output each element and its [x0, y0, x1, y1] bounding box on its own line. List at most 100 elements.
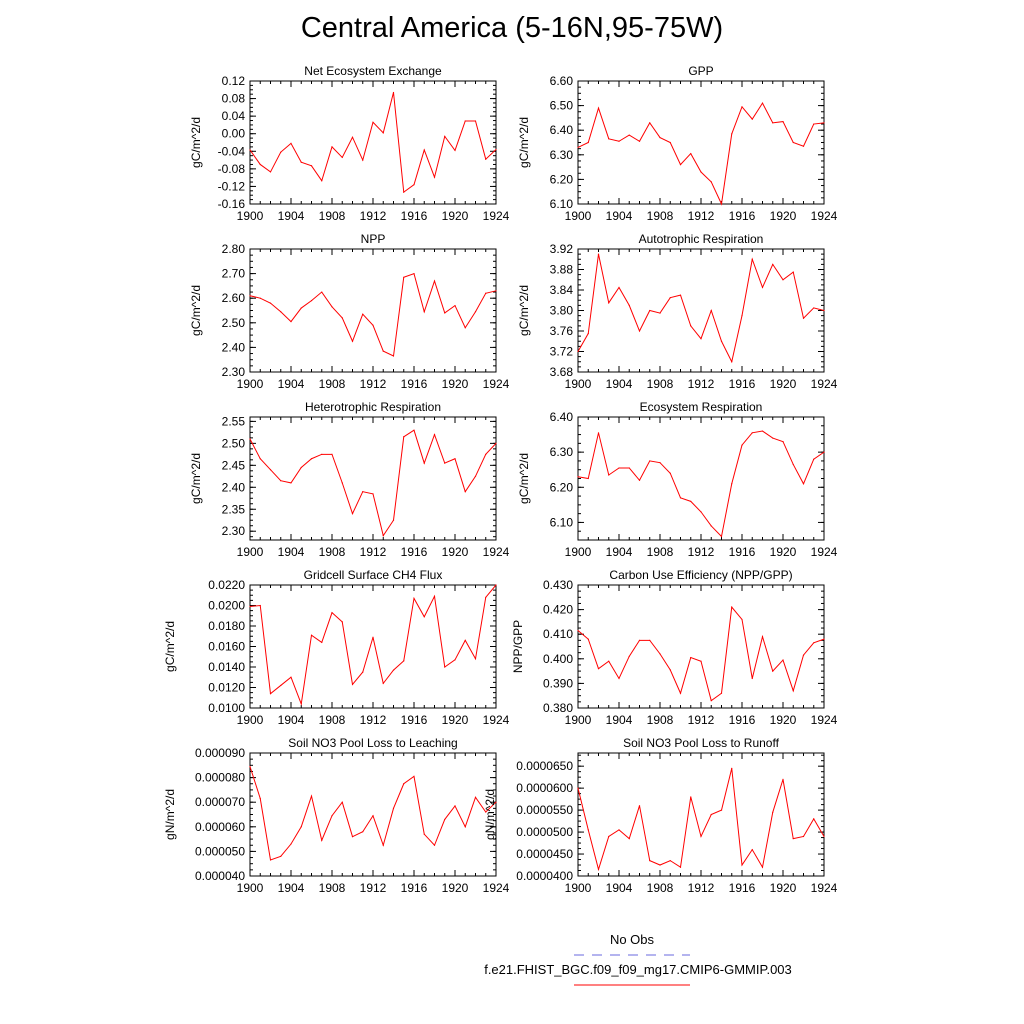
plot-frame	[577, 80, 825, 205]
data-point	[423, 311, 425, 313]
data-point	[710, 181, 712, 183]
data-point	[813, 307, 815, 309]
data-point	[474, 475, 477, 477]
x-tick-label: 1924	[483, 209, 510, 223]
data-point	[700, 171, 702, 173]
chart-panel-2: NPP gC/m^2/d 2.30 2.40 2.50 2.60 2.70 2.80 1900 1…	[189, 232, 510, 391]
data-point	[669, 472, 671, 474]
y-tick-label: 0.0000400	[516, 869, 573, 883]
data-point	[464, 826, 466, 828]
data-point	[782, 120, 784, 123]
data-point	[280, 151, 282, 153]
data-point	[813, 123, 815, 125]
data-point	[731, 133, 733, 135]
data-point	[669, 669, 671, 671]
data-point	[269, 171, 272, 173]
y-axis-label: gC/m^2/d	[189, 117, 203, 168]
x-tick-label: 1924	[811, 713, 838, 727]
y-tick-label: 0.430	[543, 578, 573, 592]
data-point	[720, 809, 723, 811]
data-point	[464, 120, 466, 122]
series-line	[249, 766, 497, 861]
data-point	[444, 462, 446, 464]
data-point	[741, 444, 743, 446]
x-tick-label: 1912	[688, 209, 715, 223]
y-tick-label: 0.0200	[208, 599, 245, 613]
data-point	[649, 860, 651, 862]
data-point	[618, 286, 620, 289]
panel-title: Autotrophic Respiration	[639, 232, 764, 246]
data-point	[659, 462, 661, 464]
data-point	[731, 483, 733, 485]
data-point	[341, 317, 343, 319]
y-axis-label: gC/m^2/d	[517, 453, 531, 504]
y-tick-label: 0.000070	[195, 795, 245, 809]
y-tick-label: 0.0140	[208, 660, 245, 674]
y-tick-label: 0.0220	[208, 578, 245, 592]
data-point	[608, 835, 610, 838]
data-point	[310, 795, 313, 797]
data-point	[495, 801, 497, 803]
data-point	[269, 469, 272, 471]
chart-panel-9: Soil NO3 Pool Loss to Runoff gN/m^2/d 0.00…	[483, 736, 838, 895]
x-tick-label: 1900	[237, 377, 264, 391]
data-point	[362, 671, 364, 673]
series-line	[577, 768, 825, 872]
data-point	[444, 135, 446, 137]
data-point	[290, 320, 292, 323]
data-point	[761, 286, 764, 289]
x-tick-label: 1908	[647, 209, 674, 223]
data-point	[372, 636, 374, 638]
y-tick-label: 0.0000600	[516, 781, 573, 795]
x-tick-label: 1912	[360, 713, 387, 727]
data-point	[433, 844, 436, 846]
x-tick-label: 1920	[770, 881, 797, 895]
data-point	[731, 361, 733, 363]
data-point	[587, 141, 589, 144]
data-point	[321, 291, 323, 293]
data-point	[249, 605, 251, 608]
data-point	[802, 483, 805, 485]
data-point	[628, 304, 630, 306]
x-tick-label: 1920	[442, 545, 469, 559]
x-tick-label: 1900	[565, 881, 592, 895]
data-point	[587, 477, 589, 480]
y-tick-label: 3.68	[550, 365, 574, 379]
data-point	[403, 191, 405, 193]
data-point	[597, 107, 600, 109]
x-tick-label: 1900	[565, 209, 592, 223]
data-point	[659, 312, 661, 314]
y-tick-label: 2.80	[222, 242, 246, 256]
data-point	[280, 311, 282, 313]
data-point	[372, 324, 374, 326]
y-tick-label: 0.0000650	[516, 759, 573, 773]
data-point	[741, 106, 743, 108]
data-point	[761, 636, 764, 638]
data-point	[464, 639, 466, 641]
data-point	[690, 152, 692, 155]
data-point	[782, 279, 784, 281]
x-tick-label: 1920	[442, 713, 469, 727]
data-point	[259, 797, 261, 800]
x-tick-label: 1912	[688, 545, 715, 559]
data-point	[485, 158, 487, 160]
y-tick-label: 0.420	[543, 603, 573, 617]
data-point	[485, 292, 487, 294]
data-point	[597, 868, 600, 871]
data-point	[331, 612, 333, 614]
x-tick-label: 1920	[442, 377, 469, 391]
data-point	[710, 309, 712, 312]
x-tick-label: 1916	[729, 545, 756, 559]
data-point	[741, 864, 743, 866]
data-point	[495, 148, 497, 151]
data-point	[587, 638, 589, 640]
series-line	[249, 429, 497, 537]
plot-frame	[577, 416, 825, 541]
y-tick-label: 2.70	[222, 267, 246, 281]
x-tick-label: 1912	[360, 377, 387, 391]
panel-title: Soil NO3 Pool Loss to Runoff	[623, 736, 780, 750]
data-point	[300, 466, 302, 469]
x-tick-label: 1904	[606, 881, 633, 895]
y-tick-label: 2.45	[222, 458, 246, 472]
